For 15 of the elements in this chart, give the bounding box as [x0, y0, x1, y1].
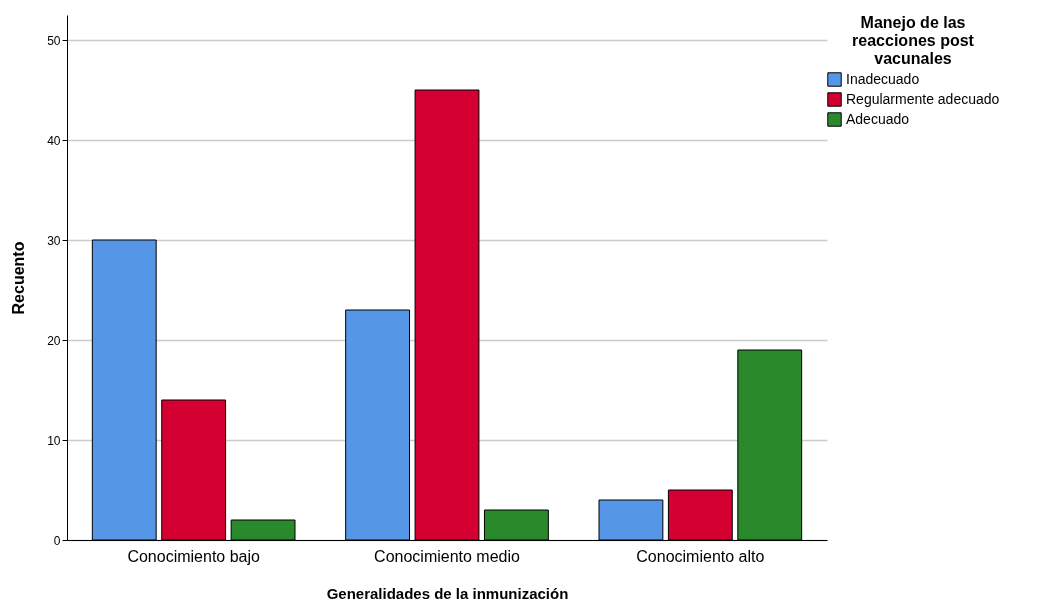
x-tick-label: Conocimiento bajo	[127, 547, 261, 565]
y-tick-label: 30	[47, 233, 61, 248]
x-tick-label: Conocimiento medio	[374, 547, 521, 565]
legend-label: Regularmente adecuado	[846, 90, 1000, 107]
x-tick-label: Conocimiento alto	[636, 547, 765, 565]
x-axis-title: Generalidades de la inmunización	[326, 584, 569, 602]
y-tick-label: 50	[47, 33, 61, 48]
legend-title: Manejo de las reacciones post vacunales	[852, 14, 975, 67]
y-tick-label: 10	[47, 433, 61, 448]
legend-label: Adecuado	[846, 110, 910, 127]
legend-label: Inadecuado	[846, 70, 920, 87]
y-axis-title: Recuento	[10, 241, 28, 315]
y-tick-label: 0	[53, 533, 61, 548]
y-tick-label: 20	[47, 333, 61, 348]
y-tick-label: 40	[47, 133, 61, 148]
